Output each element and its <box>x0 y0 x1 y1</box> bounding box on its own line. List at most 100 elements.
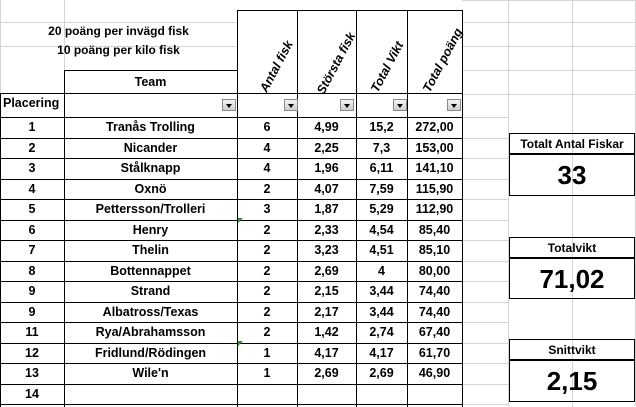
vikt-cell[interactable]: 4,17 <box>369 345 394 360</box>
filter-dropdown-antal[interactable] <box>284 99 298 111</box>
vikt-cell[interactable]: 6,11 <box>369 161 394 175</box>
poang-cell[interactable]: 153,00 <box>415 140 454 155</box>
placering-cell[interactable]: 13 <box>25 366 39 380</box>
poang-cell[interactable]: 80,00 <box>418 263 451 278</box>
vikt-cell[interactable]: 7,3 <box>372 140 391 155</box>
storsta-cell[interactable]: 3,23 <box>314 243 339 257</box>
gridline <box>462 94 636 95</box>
team-cell[interactable]: Strand <box>130 284 171 298</box>
vikt-cell[interactable]: 3,44 <box>369 284 394 298</box>
placering-cell[interactable]: 1 <box>28 120 36 134</box>
vikt-cell[interactable]: 2,74 <box>369 325 394 339</box>
placering-cell[interactable]: 6 <box>28 222 36 237</box>
poang-cell[interactable]: 85,10 <box>418 243 451 257</box>
storsta-cell[interactable]: 4,17 <box>314 345 339 360</box>
storsta-cell[interactable]: 2,69 <box>314 263 339 278</box>
gridline <box>463 404 509 405</box>
storsta-cell[interactable]: 4,99 <box>314 120 339 134</box>
antal-cell[interactable]: 2 <box>263 181 271 196</box>
placering-cell[interactable]: 14 <box>25 386 39 401</box>
antal-cell[interactable]: 1 <box>263 345 271 360</box>
gridline <box>463 322 509 323</box>
vikt-cell[interactable]: 7,59 <box>369 181 394 196</box>
storsta-cell[interactable]: 2,15 <box>314 284 339 298</box>
vikt-cell[interactable]: 4,51 <box>369 243 394 257</box>
team-cell[interactable]: Thelin <box>132 243 169 257</box>
totalvikt-value-box[interactable]: 71,02 <box>509 258 635 299</box>
antal-cell[interactable]: 2 <box>263 243 271 257</box>
antal-cell[interactable]: 1 <box>263 366 271 380</box>
team-cell[interactable]: Pettersson/Trolleri <box>95 202 206 216</box>
vikt-cell[interactable]: 15,2 <box>369 120 394 134</box>
snittvikt-value-box[interactable]: 2,15 <box>509 360 635 402</box>
antal-cell[interactable]: 2 <box>263 284 271 298</box>
poang-cell[interactable]: 74,40 <box>418 304 451 319</box>
placering-cell[interactable]: 7 <box>28 243 36 257</box>
placering-cell[interactable]: 9 <box>28 304 36 319</box>
antal-cell[interactable]: 2 <box>263 263 271 278</box>
antal-cell[interactable]: 2 <box>263 304 271 319</box>
team-cell[interactable]: Albatross/Texas <box>102 304 199 319</box>
poang-cell[interactable]: 74,40 <box>418 284 451 298</box>
antal-cell[interactable]: 4 <box>263 161 271 175</box>
storsta-cell[interactable]: 1,87 <box>314 202 339 216</box>
filter-dropdown-storsta[interactable] <box>340 99 354 111</box>
storsta-cell[interactable]: 2,25 <box>314 140 339 155</box>
vikt-cell[interactable]: 2,69 <box>369 366 394 380</box>
vikt-cell[interactable]: 4,54 <box>369 222 394 237</box>
team-cell[interactable]: Fridlund/Rödingen <box>94 345 207 360</box>
team-cell[interactable]: Stålknapp <box>120 161 181 175</box>
storsta-cell[interactable]: 1,42 <box>314 325 339 339</box>
totalt-antal-value-box[interactable]: 33 <box>509 154 635 196</box>
gridline <box>463 281 509 282</box>
vikt-cell[interactable]: 4 <box>378 263 385 278</box>
placering-cell[interactable]: 5 <box>28 202 36 216</box>
storsta-cell[interactable]: 2,33 <box>314 222 339 237</box>
vikt-cell[interactable]: 5,29 <box>369 202 394 216</box>
border-line <box>0 93 463 94</box>
team-cell[interactable]: Tranås Trolling <box>106 120 195 134</box>
placering-cell[interactable]: 3 <box>28 161 36 175</box>
team-cell[interactable]: Henry <box>132 222 169 237</box>
poang-cell[interactable]: 85,40 <box>418 222 451 237</box>
placering-cell[interactable]: 4 <box>28 181 36 196</box>
poang-cell[interactable]: 67,40 <box>418 325 451 339</box>
storsta-cell[interactable]: 2,17 <box>314 304 339 319</box>
storsta-cell[interactable]: 1,96 <box>314 161 339 175</box>
comment-marker[interactable] <box>238 218 243 223</box>
filter-dropdown-poang[interactable] <box>447 99 461 111</box>
placering-cell[interactable]: 2 <box>28 140 36 155</box>
antal-cell[interactable]: 2 <box>263 222 271 237</box>
filter-dropdown-vikt[interactable] <box>393 99 407 111</box>
antal-cell[interactable]: 4 <box>263 140 271 155</box>
poang-cell[interactable]: 46,90 <box>418 366 451 380</box>
storsta-cell[interactable]: 4,07 <box>314 181 339 196</box>
antal-cell[interactable]: 2 <box>263 325 271 339</box>
team-cell[interactable]: Oxnö <box>134 181 167 196</box>
placering-cell[interactable]: 8 <box>28 263 36 278</box>
team-cell[interactable]: Bottennappet <box>110 263 191 278</box>
comment-marker[interactable] <box>238 341 243 346</box>
poang-cell[interactable]: 112,90 <box>415 202 454 216</box>
poang-cell[interactable]: 115,90 <box>415 181 454 196</box>
poang-cell[interactable]: 272,00 <box>415 120 454 134</box>
antal-cell[interactable]: 6 <box>263 120 271 134</box>
placering-cell[interactable]: 11 <box>25 325 39 339</box>
placering-cell[interactable]: 9 <box>28 284 36 298</box>
row-border <box>0 322 463 323</box>
row-border <box>0 138 463 139</box>
storsta-cell[interactable]: 2,69 <box>314 366 339 380</box>
poang-cell[interactable]: 61,70 <box>418 345 451 360</box>
poang-cell[interactable]: 141,10 <box>415 161 454 175</box>
antal-cell[interactable]: 3 <box>263 202 271 216</box>
team-cell[interactable]: Wile'n <box>132 366 169 380</box>
totalt-antal-value: 33 <box>557 160 587 190</box>
vikt-cell[interactable]: 3,44 <box>369 304 394 319</box>
team-cell[interactable]: Nicander <box>123 140 178 155</box>
team-header: Team <box>134 75 167 89</box>
row-border <box>0 240 463 241</box>
team-cell[interactable]: Rya/Abrahamsson <box>95 325 206 339</box>
filter-dropdown-team[interactable] <box>222 99 236 111</box>
row-border <box>0 302 463 303</box>
placering-cell[interactable]: 12 <box>25 345 39 360</box>
